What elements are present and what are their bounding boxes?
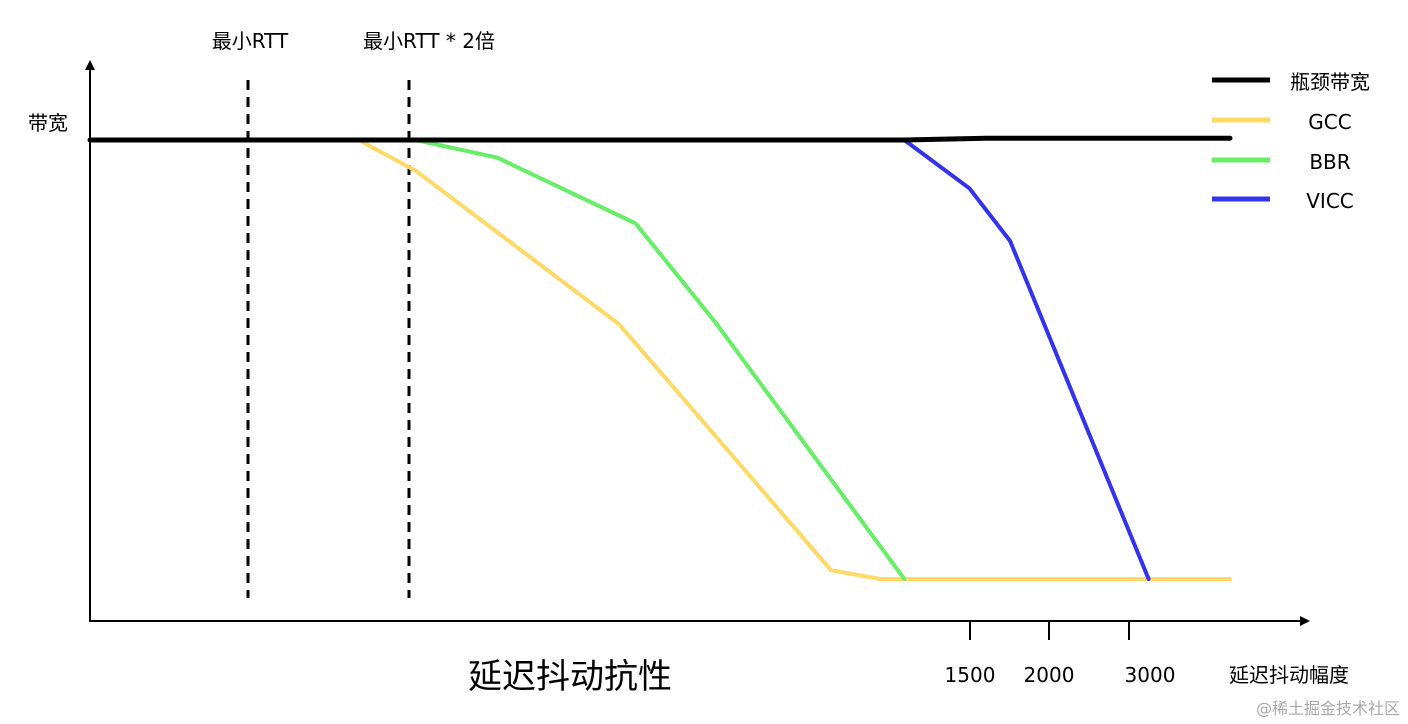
vline-label-min-rtt: 最小RTT: [212, 29, 289, 53]
x-tick-label: 3000: [1125, 663, 1176, 687]
watermark: @稀土掘金技术社区: [1256, 699, 1400, 718]
series-gcc-line: [356, 138, 1232, 581]
legend-label-bbr: BBR: [1309, 150, 1350, 174]
series-layer: [87, 135, 1233, 581]
series-bottleneck-line: [87, 135, 1233, 143]
legend-label-bottleneck: 瓶颈带宽: [1290, 70, 1370, 94]
y-axis-label: 带宽: [28, 111, 68, 135]
legend-label-vicc: VICC: [1306, 189, 1354, 213]
chart-title: 延迟抖动抗性: [468, 657, 672, 697]
x-tick-label: 2000: [1024, 663, 1075, 687]
x-axis-label: 延迟抖动幅度: [1229, 663, 1349, 687]
x-tick-label: 1500: [945, 663, 996, 687]
vline-label-min-rtt-2x: 最小RTT * 2倍: [363, 29, 495, 53]
series-bbr-line: [413, 138, 907, 581]
x-ticks: 1500 2000 3000: [945, 621, 1176, 687]
legend: 瓶颈带宽 GCC BBR VICC: [1212, 70, 1370, 213]
legend-label-gcc: GCC: [1308, 110, 1351, 134]
